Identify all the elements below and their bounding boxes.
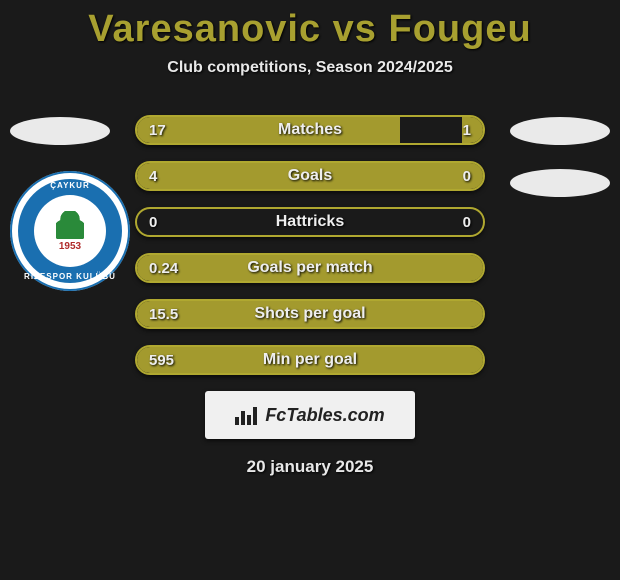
stat-row: 15.5Shots per goal	[135, 299, 485, 329]
club-badge-top-text: ÇAYKUR	[10, 181, 130, 190]
club-year: 1953	[59, 241, 81, 252]
stat-row: 17Matches1	[135, 115, 485, 145]
player-left-badge-placeholder	[10, 117, 110, 145]
stat-value-right: 1	[463, 117, 471, 143]
snapshot-date: 20 january 2025	[0, 457, 620, 477]
page-subtitle: Club competitions, Season 2024/2025	[0, 59, 620, 77]
player-right-badge-placeholder-1	[510, 117, 610, 145]
stat-value-right: 0	[463, 163, 471, 189]
brand-text: FcTables.com	[265, 405, 384, 426]
player-right-badge-placeholder-2	[510, 169, 610, 197]
stats-bars: 17Matches14Goals00Hattricks00.24Goals pe…	[135, 115, 485, 375]
page-title: Varesanovic vs Fougeu	[0, 0, 620, 51]
brand-badge[interactable]: FcTables.com	[205, 391, 415, 439]
club-badge-bottom-text: RİZESPOR KULÜBÜ	[10, 272, 130, 281]
bar-chart-icon	[235, 405, 259, 425]
stat-row: 4Goals0	[135, 161, 485, 191]
stat-label: Shots per goal	[137, 301, 483, 327]
club-badge-inner: 1953	[34, 195, 106, 267]
stat-row: 0Hattricks0	[135, 207, 485, 237]
comparison-content: ÇAYKUR 1953 RİZESPOR KULÜBÜ 17Matches1 4G…	[0, 115, 620, 477]
stat-label: Goals	[137, 163, 483, 189]
stat-row: 595Min per goal	[135, 345, 485, 375]
stat-label: Goals per match	[137, 255, 483, 281]
club-badge: ÇAYKUR 1953 RİZESPOR KULÜBÜ	[10, 171, 130, 291]
stat-label: Min per goal	[137, 347, 483, 373]
club-badge-outer: ÇAYKUR 1953 RİZESPOR KULÜBÜ	[10, 171, 130, 291]
club-badge-mid: 1953	[18, 179, 122, 283]
tea-leaf-icon	[56, 211, 84, 239]
stat-label: Hattricks	[137, 209, 483, 235]
stat-value-right: 0	[463, 209, 471, 235]
stat-label: Matches	[137, 117, 483, 143]
stat-row: 0.24Goals per match	[135, 253, 485, 283]
